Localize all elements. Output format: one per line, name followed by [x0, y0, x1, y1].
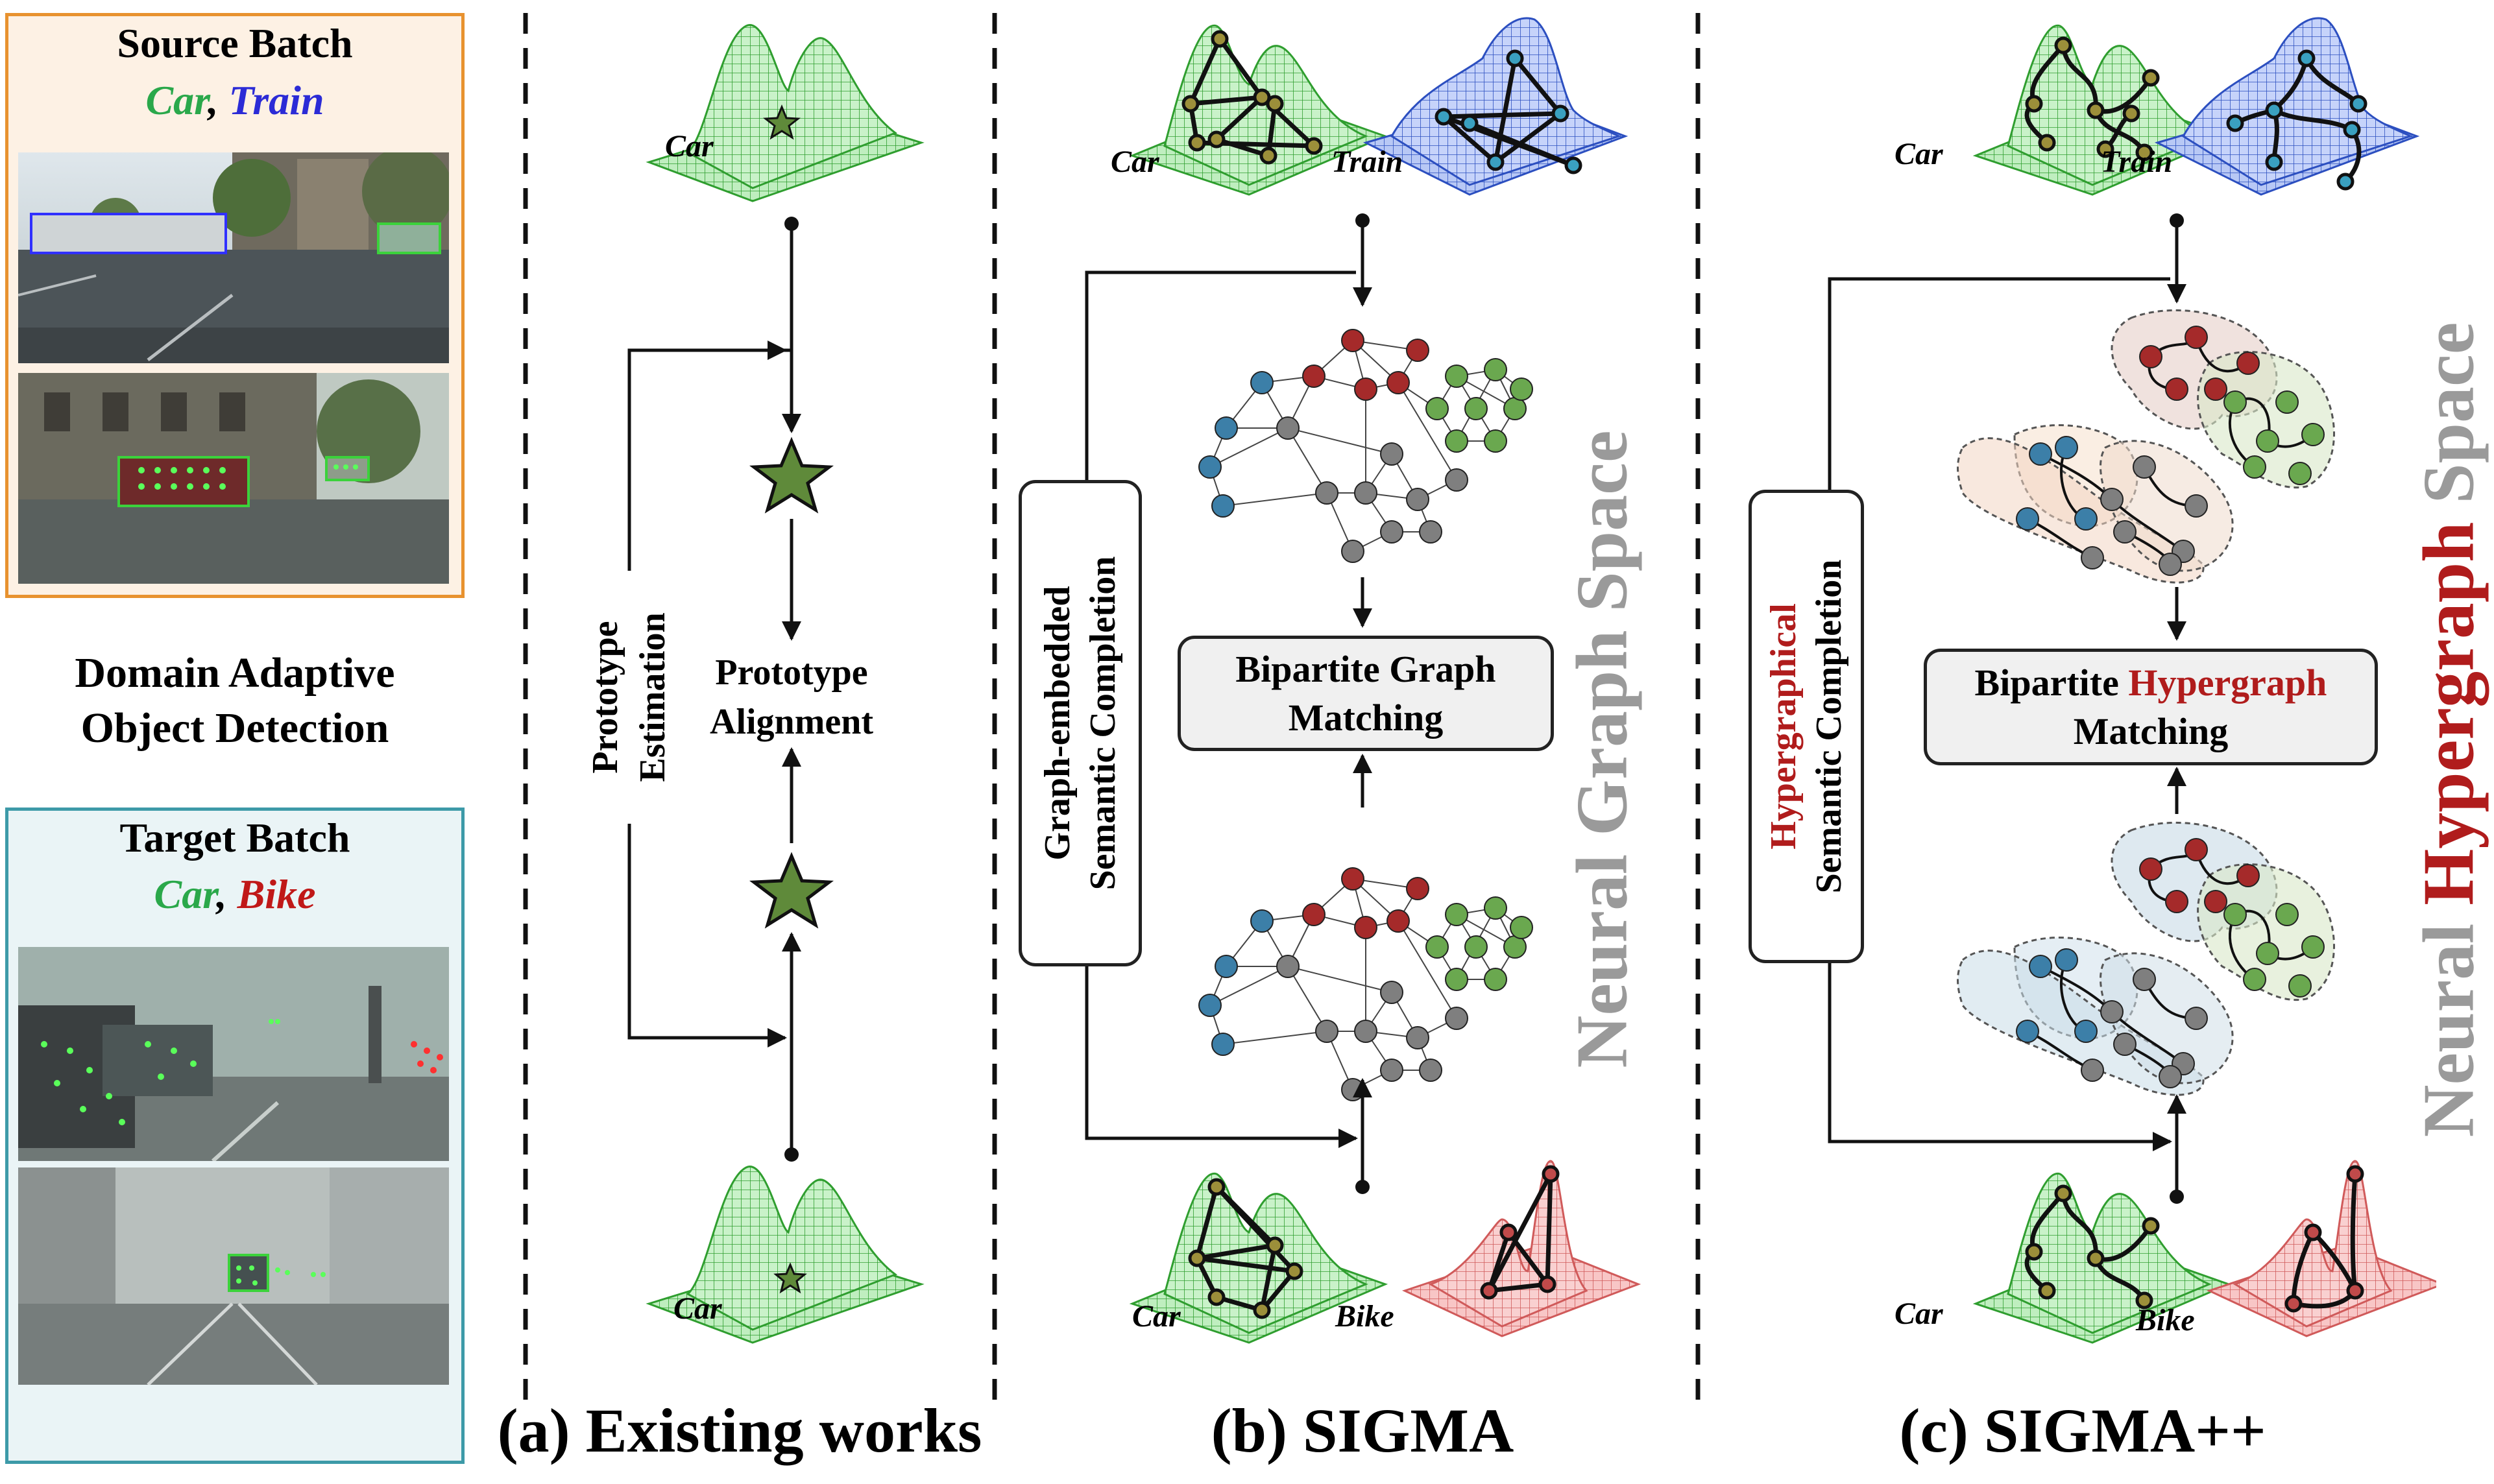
target-class-car: Car — [154, 871, 217, 917]
sigmapp-car-top-label: Car — [1895, 137, 1943, 171]
existing-top-distribution — [646, 24, 925, 202]
sigmapp-car-bottom-label: Car — [1895, 1297, 1943, 1331]
source-prototype-star-icon — [749, 437, 834, 514]
graph-embedded-line1: Graph-embedded — [1037, 586, 1078, 861]
sigmapp-top-train-distribution — [2154, 17, 2420, 196]
bipartite-hypergraph-matching-box: Bipartite Hypergraph Matching — [1924, 649, 2378, 765]
bipartite-hypergraph-matching-line2: Matching — [2073, 710, 2229, 752]
target-image-1-scene — [18, 947, 449, 1161]
bipartite-graph-matching-box: Bipartite Graph Matching — [1178, 636, 1554, 751]
existing-car-bottom-label: Car — [673, 1291, 722, 1326]
sigmapp-bike-bottom-label: Bike — [2136, 1303, 2195, 1337]
source-class-car: Car — [145, 77, 208, 123]
hypergraphical-line2: Semantic Completion — [1809, 559, 1849, 894]
source-image-2-scene — [18, 373, 449, 584]
sigma-bike-bottom-label: Bike — [1335, 1299, 1394, 1334]
hypergraph-space-word: Hypergraph — [2408, 521, 2489, 905]
sigma-car-top-label: Car — [1111, 145, 1159, 179]
neural-word: Neural — [2408, 923, 2489, 1138]
graph-embedded-semantic-completion-box: Graph-embedded Semantic Completion — [1019, 480, 1142, 966]
graph-embedded-semantic-completion-label: Graph-embedded Semantic Completion — [1035, 556, 1126, 891]
caption-sigma: (b) SIGMA — [1211, 1396, 1514, 1465]
sigmapp-bottom-car-distribution — [1972, 1173, 2232, 1344]
existing-car-top-label: Car — [665, 129, 714, 163]
prototype-estimation-label: Prototype Estimation — [582, 612, 677, 782]
sigma-diagram — [1085, 17, 1641, 1344]
source-class-sep: , — [208, 77, 219, 123]
sigmapp-train-top-label: Train — [2101, 145, 2173, 179]
target-batch-classes: Car, Bike — [5, 870, 465, 918]
existing-bottom-distribution — [646, 1166, 925, 1344]
hypergraph-word: Hypergraph — [2128, 661, 2327, 704]
prototype-alignment-label: Prototype Alignment — [688, 649, 895, 747]
sigmapp-diagram — [1828, 17, 2436, 1344]
prototype-alignment-line2: Alignment — [710, 701, 873, 742]
prototype-estimation-line1: Prototype — [585, 621, 626, 774]
prototype-estimation-line2: Estimation — [633, 612, 673, 782]
graph-embedded-line2: Semantic Completion — [1083, 556, 1123, 891]
sigma-bottom-bike-distribution — [1401, 1160, 1641, 1337]
sigmapp-bottom-bike-distribution — [2206, 1160, 2436, 1337]
sigma-target-graph — [1198, 867, 1533, 1101]
sigma-source-graph — [1198, 329, 1533, 563]
neural-graph-space-label: Neural Graph Space — [1562, 430, 1643, 1068]
target-image-2 — [18, 1167, 449, 1385]
source-image-2 — [18, 373, 449, 584]
source-image-1-scene — [18, 152, 449, 363]
bipartite-hypergraph-matching-line1: Bipartite Hypergraph — [1975, 658, 2327, 707]
sigmapp-top-car-distribution — [1972, 25, 2232, 196]
domain-adaptive-line1: Domain Adaptive — [75, 649, 395, 697]
target-prototype-star-icon — [749, 852, 834, 929]
target-class-sep: , — [216, 871, 227, 917]
target-image-2-scene — [18, 1167, 449, 1385]
sigma-bottom-car-distribution — [1129, 1173, 1388, 1344]
bipartite-word: Bipartite — [1974, 661, 2119, 704]
sigma-top-car-distribution — [1129, 25, 1388, 196]
bipartite-graph-matching-line1: Bipartite Graph — [1235, 647, 1496, 690]
hypergraphical-semantic-completion-box: Hypergraphical Semantic Completion — [1749, 490, 1864, 963]
sigma-top-train-distribution — [1362, 17, 1628, 196]
source-image-1 — [18, 152, 449, 363]
sigma-train-top-label: Train — [1331, 145, 1403, 179]
source-batch-title: Source Batch — [117, 20, 353, 66]
domain-adaptive-line2: Object Detection — [80, 704, 389, 752]
neural-hypergraph-space-label: Neural Hypergraph Space — [2408, 322, 2491, 1138]
source-class-train: Train — [228, 77, 324, 123]
bipartite-graph-matching-line2: Matching — [1288, 697, 1444, 739]
sigma-car-bottom-label: Car — [1132, 1299, 1181, 1334]
target-class-bike: Bike — [237, 871, 316, 917]
source-batch-classes: Car, Train — [5, 77, 465, 125]
sigmapp-source-hypergraph — [1957, 309, 2335, 584]
hypergraphical-line1: Hypergraphical — [1763, 603, 1804, 850]
target-image-1 — [18, 947, 449, 1161]
space-word: Space — [2408, 322, 2489, 504]
caption-existing-works: (a) Existing works — [497, 1396, 982, 1465]
caption-sigmapp: (c) SIGMA++ — [1899, 1396, 2266, 1465]
hypergraphical-semantic-completion-label: Hypergraphical Semantic Completion — [1761, 560, 1852, 894]
sigmapp-target-hypergraph — [1957, 822, 2335, 1096]
target-batch-title: Target Batch — [119, 815, 350, 861]
existing-works-diagram — [627, 24, 925, 1344]
prototype-alignment-line1: Prototype — [715, 652, 868, 693]
